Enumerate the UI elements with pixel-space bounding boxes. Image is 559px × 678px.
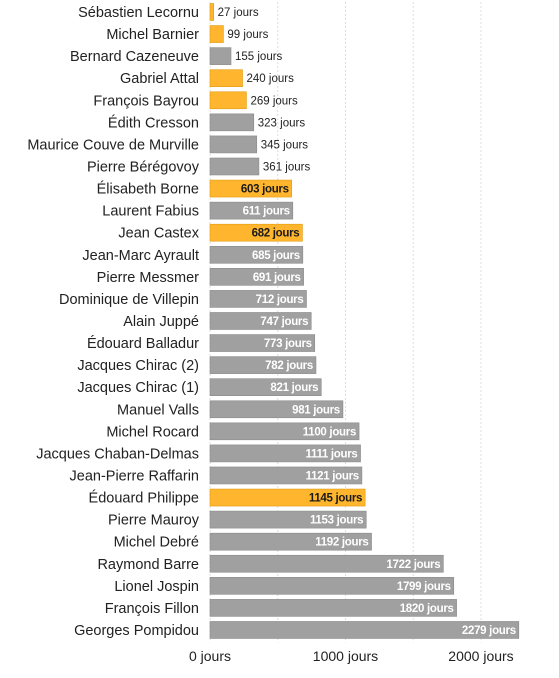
bar xyxy=(209,113,255,132)
bar xyxy=(209,179,293,198)
data-label: 240 jours xyxy=(247,73,295,85)
data-label: 1145 jours xyxy=(309,493,362,505)
data-label: 323 jours xyxy=(258,117,306,129)
bar xyxy=(209,356,317,374)
category-label: Laurent Fabius xyxy=(102,204,199,220)
category-label: Édith Cresson xyxy=(108,114,199,131)
data-label: 27 jours xyxy=(218,7,259,19)
category-label: Michel Rocard xyxy=(106,424,199,440)
category-labels: Sébastien Lecornu Michel Barnier Bernard C… xyxy=(27,5,199,639)
category-label: Jacques Chirac (2) xyxy=(77,358,199,374)
bar xyxy=(209,599,457,617)
category-label: Maurice Couve de Murville xyxy=(27,137,199,153)
bar xyxy=(209,201,294,220)
category-label: Bernard Cazeneuve xyxy=(70,49,199,65)
data-label: 1722 jours xyxy=(386,559,440,571)
data-label: 155 jours xyxy=(235,51,283,63)
data-label: 345 jours xyxy=(261,139,309,151)
category-label: François Fillon xyxy=(105,601,199,617)
bar xyxy=(209,488,366,507)
category-label: Édouard Balladur xyxy=(87,335,199,352)
category-label: Jean-Pierre Raffarin xyxy=(70,468,200,484)
data-label: 773 jours xyxy=(264,338,312,350)
category-label: Élisabeth Borne xyxy=(97,181,199,198)
category-label: Pierre Bérégovoy xyxy=(87,159,200,175)
category-label: Jean Castex xyxy=(118,226,199,242)
bar xyxy=(209,400,344,419)
bar xyxy=(209,466,363,485)
data-label: 2279 jours xyxy=(462,625,516,637)
x-axis-ticks: 0 jours 1000 jours 2000 jours xyxy=(189,648,514,664)
bar xyxy=(209,621,520,639)
bar xyxy=(209,532,372,551)
data-label: 269 jours xyxy=(250,95,298,107)
category-label: Édouard Philippe xyxy=(89,490,199,507)
bars xyxy=(209,3,520,639)
category-label: Gabriel Attal xyxy=(120,71,199,87)
data-label: 1121 jours xyxy=(306,470,359,482)
category-label: Jean-Marc Ayrault xyxy=(82,248,199,264)
data-label: 1111 jours xyxy=(306,448,358,460)
bar xyxy=(209,510,367,529)
x-tick-label: 2000 jours xyxy=(448,648,513,664)
bar xyxy=(209,47,232,65)
category-label: Michel Debré xyxy=(114,535,199,551)
bar xyxy=(209,91,247,110)
data-label: 685 jours xyxy=(252,250,300,262)
data-label: 782 jours xyxy=(265,360,313,372)
category-label: François Bayrou xyxy=(93,93,199,109)
category-label: Jacques Chaban-Delmas xyxy=(36,446,199,462)
bar xyxy=(209,3,214,21)
data-label: 821 jours xyxy=(270,382,318,394)
bar xyxy=(209,577,455,595)
data-label: 1153 jours xyxy=(310,515,363,527)
category-label: Lionel Jospin xyxy=(114,579,199,595)
x-tick-label: 1000 jours xyxy=(313,648,378,664)
bar xyxy=(209,378,322,396)
bar xyxy=(209,268,304,286)
data-label: 1820 jours xyxy=(400,603,454,615)
category-label: Alain Juppé xyxy=(123,314,199,330)
data-label: 682 jours xyxy=(252,228,300,240)
category-label: Georges Pompidou xyxy=(74,623,199,639)
data-label: 1799 jours xyxy=(397,581,451,593)
bar xyxy=(209,554,444,573)
data-label: 981 jours xyxy=(292,404,340,416)
category-label: Raymond Barre xyxy=(97,557,199,573)
bar xyxy=(209,25,224,43)
category-label: Pierre Messmer xyxy=(97,270,199,286)
bar xyxy=(209,312,312,330)
category-label: Jacques Chirac (1) xyxy=(77,380,199,396)
bar xyxy=(209,135,258,154)
category-label: Sébastien Lecornu xyxy=(78,5,199,21)
bar xyxy=(209,223,303,242)
data-label: 361 jours xyxy=(263,161,311,173)
bar xyxy=(209,290,307,308)
category-label: Michel Barnier xyxy=(106,27,199,43)
value-labels: 27 jours 99 jours 155 jours 240 jours 269 jo… xyxy=(218,7,516,637)
data-label: 99 jours xyxy=(227,29,268,41)
category-label: Pierre Mauroy xyxy=(108,513,200,529)
bar xyxy=(209,157,260,176)
data-label: 712 jours xyxy=(256,294,304,306)
data-label: 691 jours xyxy=(253,272,301,284)
bar xyxy=(209,444,361,463)
x-tick-label: 0 jours xyxy=(189,648,231,664)
bar xyxy=(209,334,316,352)
category-label: Dominique de Villepin xyxy=(59,292,199,308)
bar xyxy=(209,245,304,264)
data-label: 747 jours xyxy=(260,316,308,328)
bar xyxy=(209,69,243,88)
data-label: 1192 jours xyxy=(315,537,368,549)
data-label: 603 jours xyxy=(241,184,289,196)
data-label: 1100 jours xyxy=(303,426,356,438)
data-label: 611 jours xyxy=(243,206,290,218)
bar xyxy=(209,422,360,441)
category-label: Manuel Valls xyxy=(117,402,199,418)
